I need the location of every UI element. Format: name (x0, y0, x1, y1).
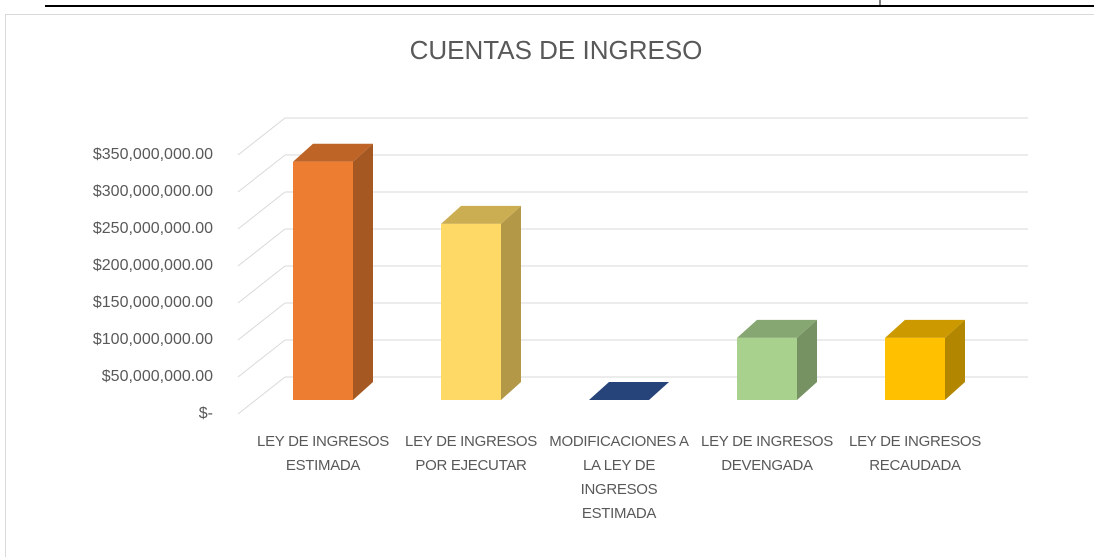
bar (737, 337, 797, 400)
y-tick-label: $50,000,000.00 (102, 368, 213, 385)
y-tick-label: $100,000,000.00 (93, 331, 213, 348)
bar-top (885, 319, 965, 338)
bar-side (797, 319, 817, 400)
grid-line (237, 117, 286, 156)
grid-line (237, 228, 286, 267)
x-tick-label: LEY DE INGRESOS POR EJECUTAR (405, 433, 537, 474)
bar-side (353, 143, 373, 400)
bar (441, 223, 501, 400)
y-tick-label: $200,000,000.00 (93, 257, 213, 274)
y-tick-label: $350,000,000.00 (93, 146, 213, 163)
bar-top (441, 205, 521, 224)
bar-top (293, 143, 373, 162)
y-tick-label: $150,000,000.00 (93, 294, 213, 311)
grid-line (237, 302, 286, 341)
bar (885, 337, 945, 400)
x-tick-label: LEY DE INGRESOS DEVENGADA (701, 433, 833, 474)
x-tick-label: LEY DE INGRESOS RECAUDADA (849, 433, 981, 474)
x-tick-label: LEY DE INGRESOS ESTIMADA (257, 433, 389, 474)
bar-top (737, 319, 817, 338)
y-tick-label: $300,000,000.00 (93, 183, 213, 200)
grid-line (237, 154, 286, 193)
y-tick-label: $- (199, 405, 213, 422)
chart-title: CUENTAS DE INGRESO (410, 35, 703, 65)
y-tick-label: $250,000,000.00 (93, 220, 213, 237)
grid-line (237, 191, 286, 230)
chart-border (5, 14, 1094, 557)
bar-side (501, 205, 521, 400)
grid-line (237, 265, 286, 304)
bar-side (945, 319, 965, 400)
bar (293, 161, 353, 400)
x-tick-label: MODIFICACIONES A LA LEY DE INGRESOS ESTI… (549, 433, 689, 522)
grid-line (237, 376, 286, 415)
grid-line (237, 339, 286, 378)
bar-top (589, 382, 669, 400)
